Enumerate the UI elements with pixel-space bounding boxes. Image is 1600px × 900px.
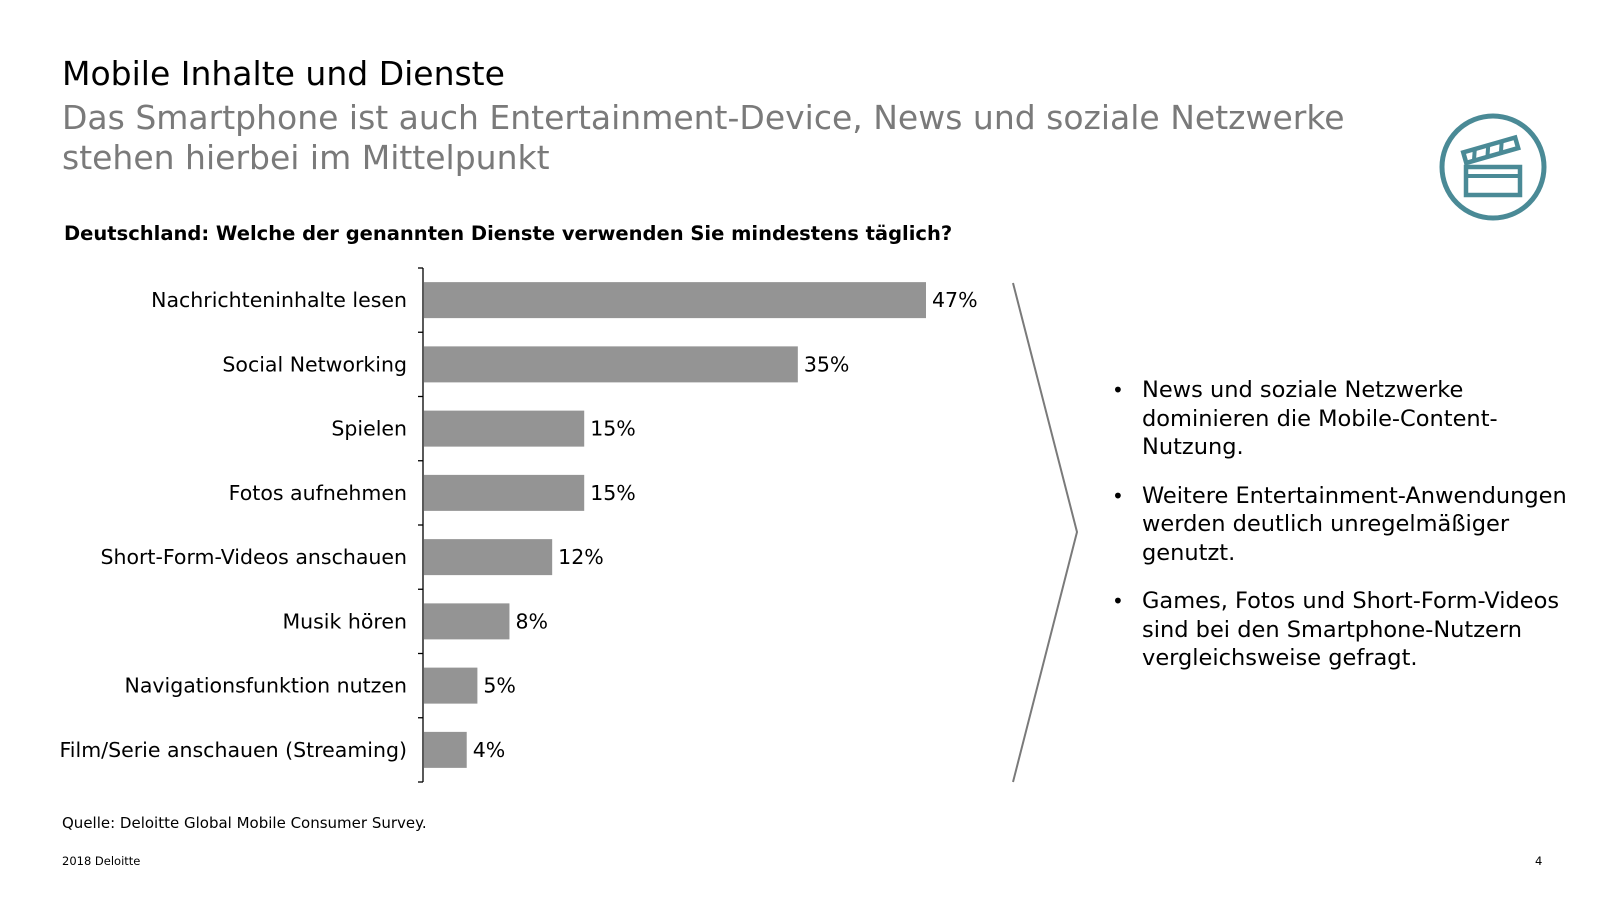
page-number: 4	[1535, 854, 1543, 868]
bar	[424, 667, 478, 704]
clapperboard-icon	[1438, 112, 1548, 226]
bar	[424, 346, 798, 383]
category-label: Spielen	[331, 417, 407, 441]
value-label: 4%	[473, 738, 506, 762]
page-subtitle: Das Smartphone ist auch Entertainment-De…	[62, 98, 1345, 177]
value-label: 35%	[804, 352, 850, 376]
value-label: 15%	[590, 417, 636, 441]
bullet-text: Weitere Entertainment-Anwendungen werden…	[1142, 482, 1567, 566]
chart-title: Deutschland: Welche der genannten Dienst…	[64, 222, 953, 245]
category-label: Musik hören	[282, 609, 407, 633]
category-label: Social Networking	[222, 352, 407, 376]
summary-bracket	[1012, 282, 1079, 783]
category-label: Short-Form-Videos anschauen	[100, 545, 407, 569]
bar	[424, 539, 553, 576]
bullet-item: • News und soziale Netzwerke dominieren d…	[1112, 376, 1572, 462]
bar	[424, 410, 585, 447]
category-label: Film/Serie anschauen (Streaming)	[60, 738, 408, 762]
bullet-symbol: •	[1112, 483, 1124, 508]
bar	[424, 282, 926, 319]
category-label: Fotos aufnehmen	[229, 481, 407, 505]
bar-chart: Nachrichteninhalte lesen 47% Social Networ…	[60, 267, 1079, 783]
value-label: 47%	[932, 288, 978, 312]
bullet-item: • Weitere Entertainment-Anwendungen werde…	[1112, 482, 1572, 568]
source-note: Quelle: Deloitte Global Mobile Consumer …	[62, 814, 427, 832]
category-label: Nachrichteninhalte lesen	[151, 288, 407, 312]
bar	[424, 603, 510, 640]
bullet-list: • News und soziale Netzwerke dominieren d…	[1112, 376, 1572, 693]
bullet-symbol: •	[1112, 589, 1124, 613]
page-title: Mobile Inhalte und Dienste	[62, 54, 505, 93]
bar	[424, 474, 585, 511]
category-label: Navigationsfunktion nutzen	[125, 674, 408, 698]
value-label: 12%	[558, 545, 604, 569]
bullet-text: Games, Fotos und Short-Form-Videos sind …	[1142, 588, 1560, 671]
bullet-item: • Games, Fotos und Short-Form-Videos sind…	[1112, 587, 1572, 673]
value-label: 15%	[590, 481, 636, 505]
bar	[424, 731, 467, 768]
footer-copyright: 2018 Deloitte	[62, 854, 141, 868]
value-label: 8%	[515, 609, 548, 633]
bullet-symbol: •	[1112, 378, 1124, 402]
bullet-text: News und soziale Netzwerke dominieren di…	[1142, 377, 1498, 460]
value-label: 5%	[483, 674, 516, 698]
